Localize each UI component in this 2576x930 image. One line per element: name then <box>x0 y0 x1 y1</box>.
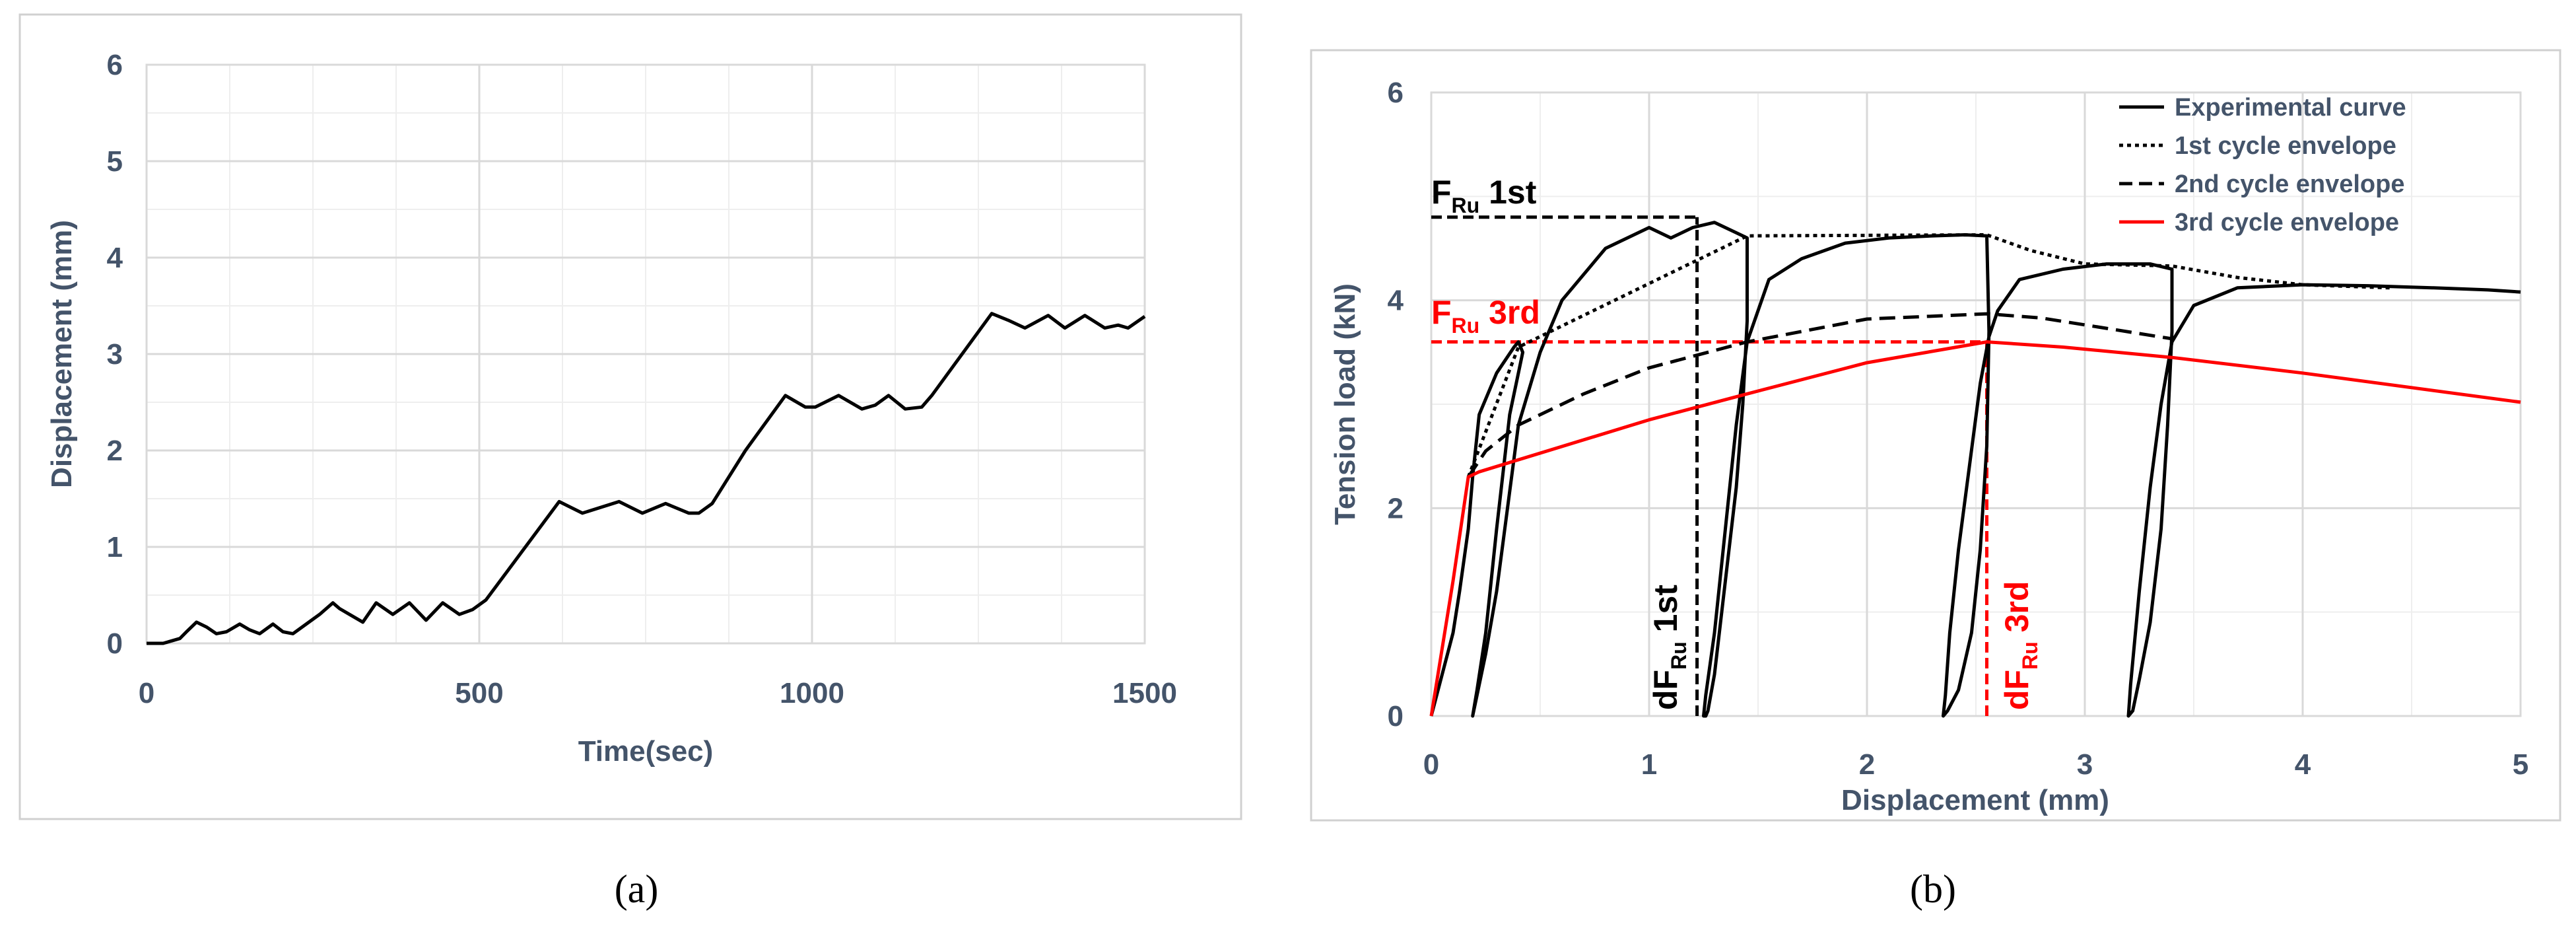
legend-label: 2nd cycle envelope <box>2175 170 2405 198</box>
series-line-1st-cycle-envelope <box>1466 233 2390 478</box>
x-tick-label: 2 <box>1859 748 1875 781</box>
chart-b: 0 1 2 3 4 5 0 2 4 6 Experimental curve 1st cycle e… <box>1310 49 2561 822</box>
y-tick-label: 3 <box>107 338 123 371</box>
annotation-fru-1st-main: F <box>1431 174 1452 211</box>
chart-a: 0 500 1000 1500 0 1 2 3 4 5 6 Time(sec) Displaceme… <box>18 13 1242 820</box>
chart-b-ylabel: Tension load (kN) <box>1329 283 1361 525</box>
x-tick-label: 1 <box>1641 748 1657 781</box>
series-line-experimental-curve <box>1429 221 2521 718</box>
chart-a-ticks: 0 500 1000 1500 0 1 2 3 4 5 6 <box>107 49 1177 709</box>
annotation-fru-3rd: FRu 3rd <box>1431 294 1540 338</box>
y-tick-label: 5 <box>107 145 123 178</box>
y-tick-label: 2 <box>107 435 123 467</box>
y-tick-label: 2 <box>1388 492 1404 524</box>
chart-b-xlabel: Displacement (mm) <box>1841 784 2109 816</box>
series-line-3rd-cycle-envelope <box>1429 340 2521 717</box>
annotation-fru-3rd-suffix: 3rd <box>1479 294 1540 331</box>
x-tick-label: 3 <box>2077 748 2093 781</box>
x-tick-label: 1000 <box>780 677 844 709</box>
y-tick-label: 0 <box>107 627 123 660</box>
annotation-dfru-3rd-suffix: 3rd <box>1998 581 2035 642</box>
x-tick-label: 0 <box>1423 748 1439 781</box>
y-tick-label: 0 <box>1388 700 1404 733</box>
x-tick-label: 0 <box>139 677 154 709</box>
caption-b: (b) <box>1910 867 1956 911</box>
annotation-fru-1st-suffix: 1st <box>1479 174 1537 211</box>
y-tick-label: 1 <box>107 531 123 563</box>
annotation-fru-1st-sub: Ru <box>1452 194 1480 217</box>
annotation-dfru-1st-sub: Ru <box>1667 641 1691 670</box>
annotation-fru-3rd-main: F <box>1431 294 1452 331</box>
x-tick-label: 5 <box>2513 748 2528 781</box>
y-tick-label: 4 <box>107 242 123 274</box>
legend-label: 3rd cycle envelope <box>2175 209 2399 236</box>
x-tick-label: 500 <box>455 677 503 709</box>
annotation-dfru-1st: dFRu 1st <box>1647 585 1691 710</box>
chart-a-xlabel: Time(sec) <box>578 735 714 768</box>
chart-b-frame <box>1310 49 2561 822</box>
chart-a-frame <box>18 13 1242 820</box>
annotation-fru-3rd-sub: Ru <box>1452 314 1480 338</box>
chart-b-legend: Experimental curve 1st cycle envelope 2nd … <box>2119 94 2406 236</box>
chart-a-ylabel: Displacement (mm) <box>46 220 78 488</box>
annotation-fru-1st: FRu 1st <box>1431 174 1537 217</box>
chart-a-series <box>147 312 1146 645</box>
legend-label: 1st cycle envelope <box>2175 132 2396 160</box>
chart-a-plot-area <box>145 63 1146 645</box>
x-tick-label: 1500 <box>1112 677 1177 709</box>
y-tick-label: 6 <box>107 49 123 81</box>
series-line-2nd-cycle-envelope <box>1467 312 2173 478</box>
annotation-dfru-1st-main: dF <box>1647 670 1684 710</box>
chart-b-plot-area <box>1430 91 2522 717</box>
chart-b-ticks: 0 1 2 3 4 5 0 2 4 6 <box>1388 77 2529 781</box>
x-tick-label: 4 <box>2295 748 2311 781</box>
annotation-dfru-3rd: dFRu 3rd <box>1998 581 2042 710</box>
annotation-dfru-3rd-sub: Ru <box>2018 641 2042 670</box>
y-tick-label: 6 <box>1388 77 1404 109</box>
series-line-displacement-history <box>147 312 1146 645</box>
chart-b-series <box>1429 221 2521 718</box>
caption-a: (a) <box>615 867 659 911</box>
legend-label: Experimental curve <box>2175 94 2406 122</box>
annotation-dfru-1st-suffix: 1st <box>1647 585 1684 642</box>
y-tick-label: 4 <box>1388 285 1404 317</box>
annotation-dfru-3rd-main: dF <box>1998 670 2035 710</box>
